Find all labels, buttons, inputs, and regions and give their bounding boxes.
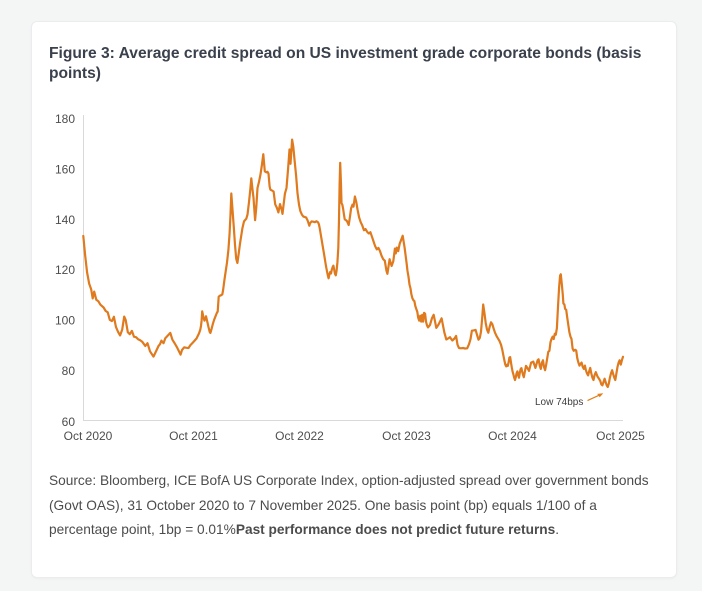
svg-text:140: 140 <box>55 213 75 227</box>
svg-text:Oct 2020: Oct 2020 <box>64 429 113 443</box>
svg-text:Oct 2025: Oct 2025 <box>596 429 645 443</box>
svg-text:160: 160 <box>55 163 75 177</box>
svg-text:60: 60 <box>62 415 76 429</box>
svg-text:Oct 2023: Oct 2023 <box>382 429 431 443</box>
svg-text:Oct 2021: Oct 2021 <box>169 429 218 443</box>
svg-text:Low 74bps: Low 74bps <box>535 397 583 408</box>
svg-text:100: 100 <box>55 314 75 328</box>
svg-text:80: 80 <box>62 364 76 378</box>
svg-text:120: 120 <box>55 263 75 277</box>
svg-text:Oct 2022: Oct 2022 <box>275 429 324 443</box>
svg-text:Oct 2024: Oct 2024 <box>488 429 537 443</box>
svg-text:180: 180 <box>55 112 75 126</box>
